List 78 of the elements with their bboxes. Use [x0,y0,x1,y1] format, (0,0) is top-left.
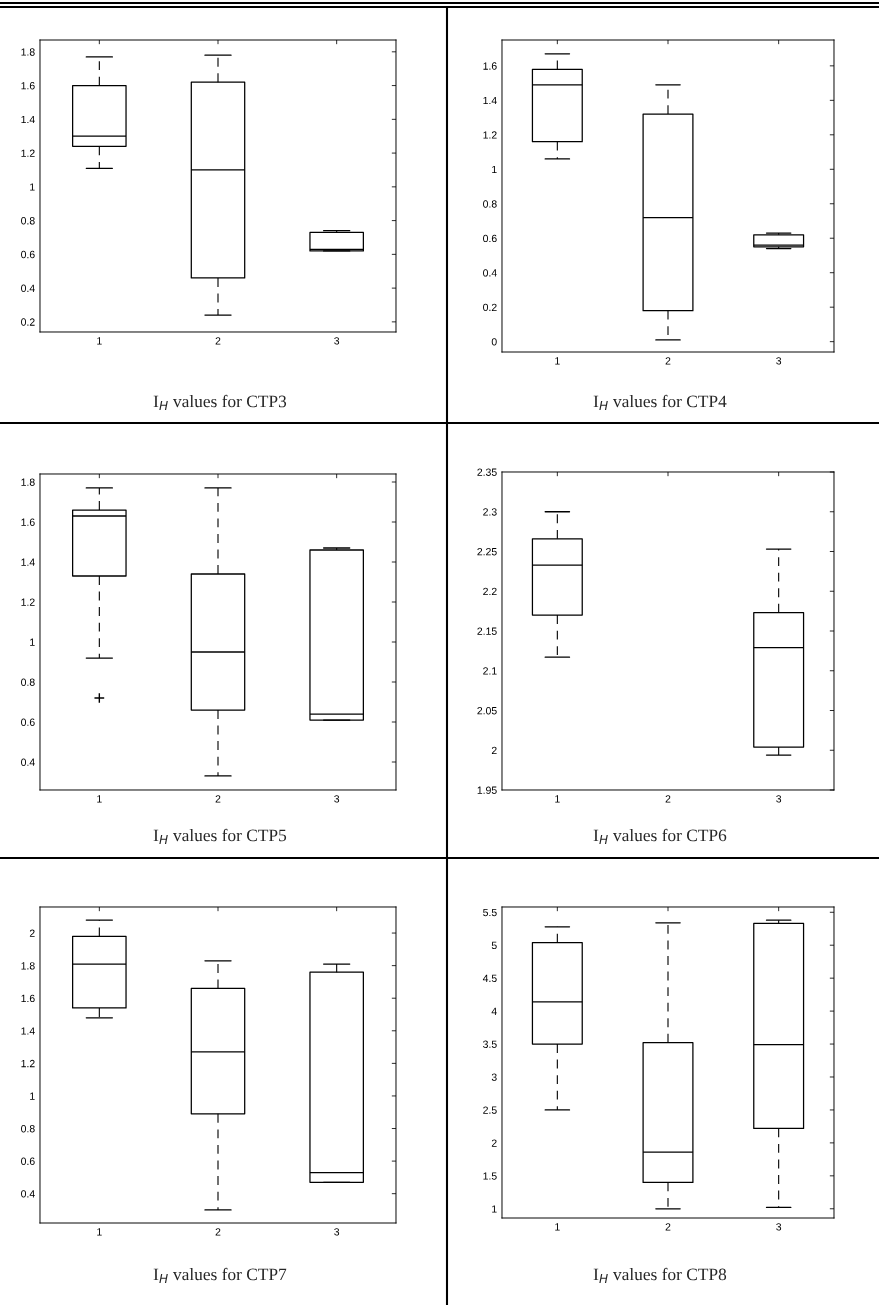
text: I$_{H}$ values for CTP3 [153,394,287,410]
text: I$_{H}$ values for CTP7 [153,1267,287,1283]
y-tick-label: 1.6 [21,82,35,90]
y-tick-label: 1.95 [477,786,497,794]
y-tick-label: 2.35 [477,468,497,476]
y-tick-label: 2.5 [483,1106,497,1114]
y-tick-label: 0.6 [483,234,497,243]
text: I$_{H}$ values for CTP6 [593,828,727,844]
x-tick-label: 3 [334,1228,340,1236]
y-tick-label: 1.6 [483,62,497,70]
x-tick-label: 3 [776,357,782,365]
y-tick-label: 2 [29,929,35,937]
x-tick-label: 2 [665,1223,671,1231]
y-tick-label: 4 [491,1007,497,1015]
y-tick-label: 0.8 [483,200,497,208]
y-tick-label: 1.8 [21,48,35,56]
y-tick-label: 1.2 [21,598,35,606]
y-tick-label: 1.8 [21,962,35,970]
y-tick-label: 1 [492,1205,497,1213]
x-tick-label: 3 [776,795,782,803]
y-tick-label: 4.5 [482,974,497,983]
y-tick-label: 0.6 [21,718,35,726]
y-tick-label: 0.2 [483,303,497,312]
y-tick-label: 1.2 [21,149,35,157]
y-tick-label: 2.1 [483,667,497,675]
y-tick-label: 0 [491,338,497,346]
y-tick-label: 2.25 [477,548,497,556]
x-tick-label: 1 [97,337,102,345]
y-tick-label: 1 [492,165,497,174]
x-tick-label: 3 [334,337,340,345]
y-tick-label: 1.4 [21,558,35,566]
y-tick-label: 2.15 [477,627,497,635]
y-tick-label: 2.2 [483,587,497,596]
x-tick-label: 1 [555,1223,560,1231]
y-tick-label: 2 [491,1139,497,1147]
y-tick-label: 0.4 [21,284,35,292]
y-tick-label: 3.5 [483,1040,497,1048]
y-tick-label: 0.8 [21,217,35,225]
y-tick-label: 0.8 [21,1125,35,1133]
x-tick-label: 1 [97,795,102,803]
y-tick-label: 0.4 [483,269,497,277]
y-tick-label: 1.6 [21,994,35,1003]
x-tick-label: 1 [555,795,560,803]
y-tick-label: 5 [491,941,497,950]
y-tick-label: 3 [491,1073,497,1081]
x-tick-label: 2 [665,795,671,803]
x-tick-label: 2 [215,337,221,345]
text: I$_{H}$ values for CTP5 [153,828,287,844]
y-tick-label: 2 [491,746,497,755]
y-tick-label: 1.2 [483,131,497,139]
y-tick-label: 1.8 [21,478,35,486]
x-tick-label: 3 [334,795,340,803]
y-tick-label: 1.2 [21,1059,35,1068]
x-tick-label: 1 [555,357,560,365]
y-tick-label: 0.4 [21,758,35,766]
x-tick-label: 2 [665,357,671,365]
x-tick-label: 2 [215,795,221,803]
y-tick-label: 1 [30,638,35,646]
text: I$_{H}$ values for CTP8 [593,1267,727,1283]
y-tick-label: 0.2 [21,318,35,326]
x-tick-label: 3 [776,1223,782,1231]
y-tick-label: 1.4 [483,96,497,105]
y-tick-label: 1 [30,1092,35,1100]
x-tick-label: 1 [97,1228,102,1236]
y-tick-label: 1.4 [21,115,35,124]
y-tick-label: 2.3 [483,508,497,516]
y-tick-label: 2.05 [477,707,497,715]
y-tick-label: 1.4 [21,1027,35,1035]
y-tick-label: 1 [30,183,35,191]
y-tick-label: 0.4 [21,1190,35,1198]
x-tick-label: 2 [215,1228,221,1236]
y-tick-label: 5.5 [483,908,497,917]
y-tick-label: 0.6 [21,250,35,259]
y-tick-label: 0.8 [21,678,35,686]
y-tick-label: 0.6 [21,1157,35,1165]
y-tick-label: 1.6 [21,518,35,526]
y-tick-label: 1.5 [483,1172,497,1180]
text: I$_{H}$ values for CTP4 [593,394,727,410]
